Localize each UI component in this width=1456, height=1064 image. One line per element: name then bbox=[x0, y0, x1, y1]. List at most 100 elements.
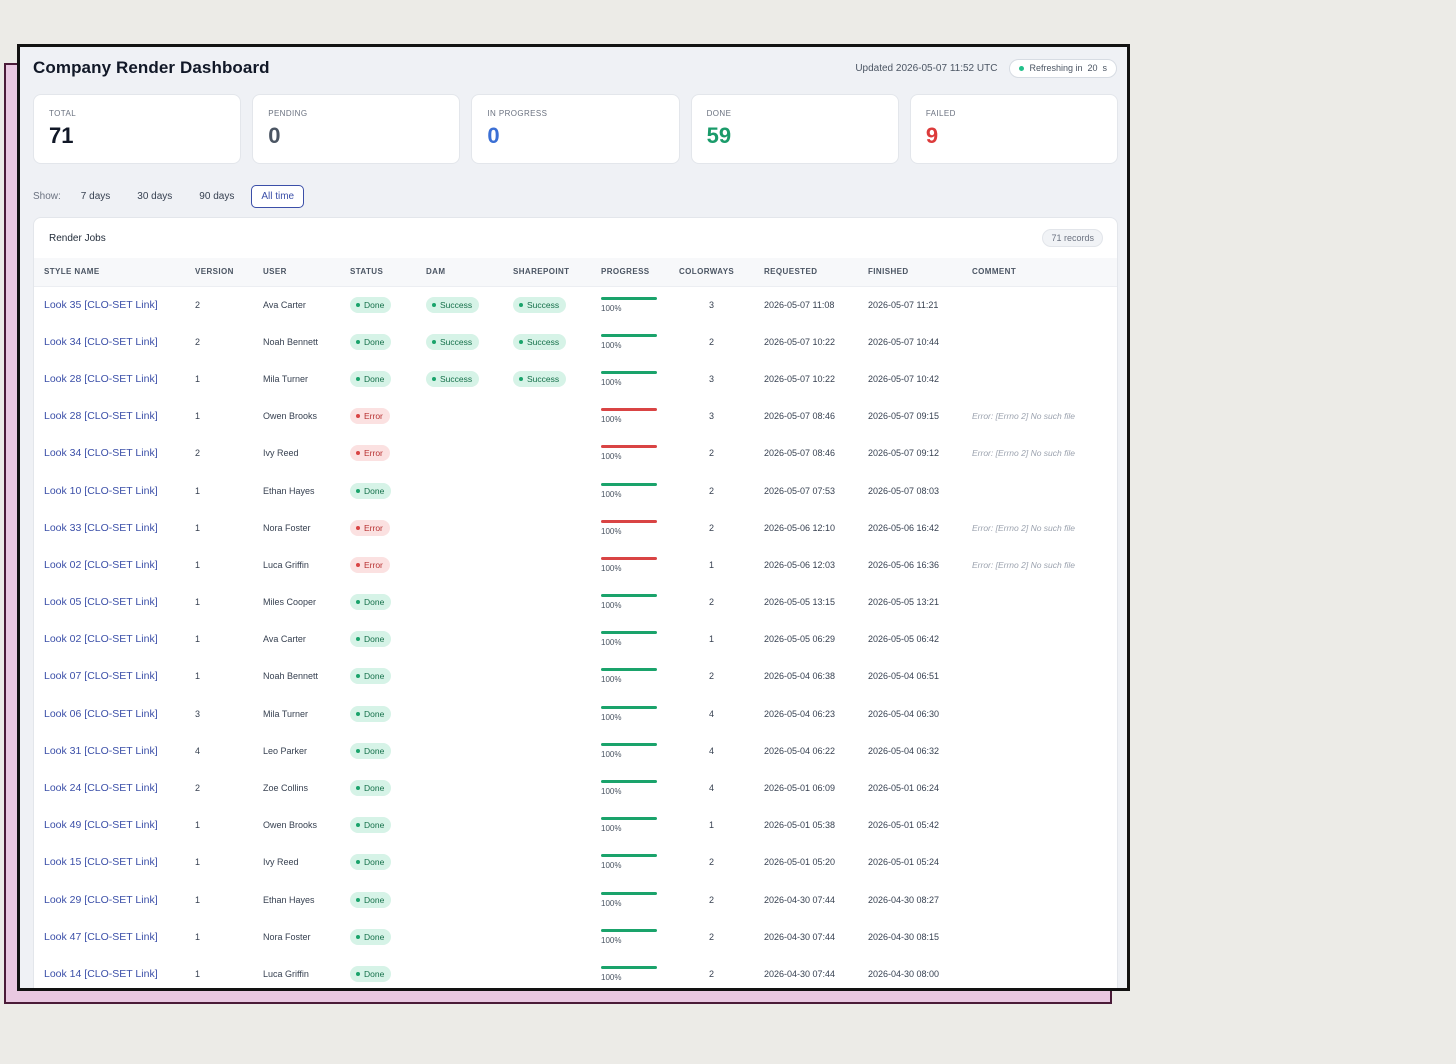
progress-indicator: 100% bbox=[601, 742, 657, 759]
status-cell: Done bbox=[340, 807, 416, 844]
dam-status-dot-icon bbox=[432, 302, 436, 307]
user-cell: Ivy Reed bbox=[263, 448, 299, 459]
style-name-link[interactable]: Look 31 [CLO-SET Link] bbox=[44, 744, 158, 757]
style-name-link[interactable]: Look 49 [CLO-SET Link] bbox=[44, 819, 158, 832]
style-name-link[interactable]: Look 05 [CLO-SET Link] bbox=[44, 596, 158, 609]
status-cell: Done bbox=[340, 844, 416, 881]
sharepoint-cell: Success bbox=[503, 360, 591, 397]
sharepoint-badge: Success bbox=[513, 296, 567, 313]
status-cell: Done bbox=[340, 286, 416, 323]
progress-bar bbox=[601, 965, 657, 969]
filter-30-days-button[interactable]: 30 days bbox=[127, 185, 182, 208]
updated-timestamp: Updated 2026-05-07 11:52 UTC bbox=[855, 62, 998, 74]
comment-cell bbox=[962, 955, 1117, 988]
stat-label: PENDING bbox=[268, 109, 308, 118]
filter-all-time-button[interactable]: All time bbox=[251, 184, 305, 208]
column-header-sharepoint[interactable]: SHAREPOINT bbox=[503, 258, 591, 287]
dam-cell bbox=[416, 435, 503, 472]
progress-text: 100% bbox=[601, 415, 622, 425]
column-header-finished[interactable]: FINISHED bbox=[858, 258, 962, 287]
sharepoint-status-dot-icon bbox=[519, 339, 523, 344]
colorways-cell: 2 bbox=[708, 894, 714, 905]
progress-text: 100% bbox=[601, 824, 622, 834]
dam-status-dot-icon bbox=[432, 339, 436, 344]
sharepoint-cell bbox=[503, 658, 591, 695]
status-badge: Done bbox=[350, 668, 392, 685]
style-name-link[interactable]: Look 10 [CLO-SET Link] bbox=[44, 484, 158, 497]
status-dot-icon bbox=[356, 897, 360, 902]
status-text: Error bbox=[364, 559, 383, 570]
sharepoint-cell bbox=[503, 769, 591, 806]
style-name-link[interactable]: Look 02 [CLO-SET Link] bbox=[44, 633, 158, 646]
progress-indicator: 100% bbox=[601, 370, 657, 387]
style-name-link[interactable]: Look 02 [CLO-SET Link] bbox=[44, 558, 158, 571]
progress-text: 100% bbox=[601, 303, 622, 313]
style-name-link[interactable]: Look 35 [CLO-SET Link] bbox=[44, 298, 158, 311]
style-name-cell: Look 34 [CLO-SET Link] bbox=[34, 323, 185, 360]
progress-bar bbox=[601, 780, 657, 784]
version-cell: 1 bbox=[195, 411, 201, 422]
status-dot-icon bbox=[356, 748, 360, 753]
status-text: Done bbox=[364, 336, 385, 347]
status-text: Done bbox=[364, 968, 385, 979]
progress-cell: 100% bbox=[591, 546, 669, 583]
style-name-link[interactable]: Look 29 [CLO-SET Link] bbox=[44, 893, 158, 906]
column-header-colorways[interactable]: COLORWAYS bbox=[669, 258, 754, 287]
progress-indicator: 100% bbox=[601, 705, 657, 722]
style-name-link[interactable]: Look 34 [CLO-SET Link] bbox=[44, 335, 158, 348]
column-header-user[interactable]: USER bbox=[253, 258, 340, 287]
filter-7-days-button[interactable]: 7 days bbox=[71, 185, 120, 208]
finished-cell: 2026-05-07 09:12 bbox=[868, 448, 940, 459]
style-name-link[interactable]: Look 28 [CLO-SET Link] bbox=[44, 410, 158, 423]
progress-indicator: 100% bbox=[601, 854, 657, 870]
sharepoint-status-text: Success bbox=[527, 373, 560, 384]
style-name-link[interactable]: Look 28 [CLO-SET Link] bbox=[44, 372, 158, 385]
sharepoint-cell bbox=[503, 472, 591, 509]
progress-bar bbox=[601, 333, 657, 337]
refresh-indicator[interactable]: Refreshing in 20 s bbox=[1009, 58, 1117, 78]
requested-cell: 2026-04-30 07:44 bbox=[764, 894, 836, 905]
style-name-link[interactable]: Look 06 [CLO-SET Link] bbox=[44, 707, 158, 720]
sharepoint-cell bbox=[503, 509, 591, 546]
dam-badge: Success bbox=[426, 296, 480, 313]
style-name-link[interactable]: Look 34 [CLO-SET Link] bbox=[44, 447, 158, 460]
filter-90-days-button[interactable]: 90 days bbox=[189, 185, 244, 208]
colorways-cell: 4 bbox=[708, 745, 714, 756]
dam-status-text: Success bbox=[440, 373, 473, 384]
table-row: Look 10 [CLO-SET Link] 1 Ethan Hayes Done 10… bbox=[34, 472, 1117, 509]
column-header-version[interactable]: VERSION bbox=[185, 258, 253, 287]
requested-cell: 2026-05-04 06:23 bbox=[764, 708, 836, 719]
table-row: Look 05 [CLO-SET Link] 1 Miles Cooper Done 1… bbox=[34, 584, 1117, 621]
style-name-link[interactable]: Look 33 [CLO-SET Link] bbox=[44, 521, 158, 534]
progress-cell: 100% bbox=[591, 472, 669, 509]
refresh-label: Refreshing in bbox=[1029, 63, 1083, 73]
style-name-link[interactable]: Look 14 [CLO-SET Link] bbox=[44, 967, 158, 980]
column-header-comment[interactable]: COMMENT bbox=[962, 258, 1117, 287]
status-cell: Error bbox=[340, 435, 416, 472]
status-badge: Done bbox=[350, 296, 392, 313]
style-name-link[interactable]: Look 15 [CLO-SET Link] bbox=[44, 856, 158, 869]
status-badge: Done bbox=[350, 594, 392, 611]
column-header-progress[interactable]: PROGRESS bbox=[591, 258, 669, 287]
finished-cell: 2026-05-04 06:32 bbox=[868, 745, 940, 756]
stat-label: FAILED bbox=[925, 109, 956, 118]
column-header-style-name[interactable]: STYLE NAME bbox=[34, 258, 185, 287]
status-badge: Error bbox=[350, 408, 390, 425]
finished-cell: 2026-05-01 05:42 bbox=[868, 820, 940, 831]
status-text: Error bbox=[364, 448, 383, 459]
dam-cell bbox=[416, 695, 503, 732]
status-badge: Error bbox=[350, 445, 390, 462]
style-name-link[interactable]: Look 47 [CLO-SET Link] bbox=[44, 930, 158, 943]
status-cell: Error bbox=[340, 509, 416, 546]
requested-cell: 2026-04-30 07:44 bbox=[764, 968, 836, 979]
colorways-cell: 2 bbox=[708, 671, 714, 682]
column-header-requested[interactable]: REQUESTED bbox=[754, 258, 858, 287]
style-name-link[interactable]: Look 24 [CLO-SET Link] bbox=[44, 782, 158, 795]
style-name-link[interactable]: Look 07 [CLO-SET Link] bbox=[44, 670, 158, 683]
table-row: Look 29 [CLO-SET Link] 1 Ethan Hayes Done 10… bbox=[34, 881, 1117, 918]
column-header-status[interactable]: STATUS bbox=[340, 258, 416, 287]
column-header-dam[interactable]: DAM bbox=[416, 258, 503, 287]
style-name-cell: Look 34 [CLO-SET Link] bbox=[34, 435, 185, 472]
colorways-cell: 1 bbox=[708, 634, 714, 645]
finished-cell: 2026-04-30 08:27 bbox=[868, 894, 940, 905]
